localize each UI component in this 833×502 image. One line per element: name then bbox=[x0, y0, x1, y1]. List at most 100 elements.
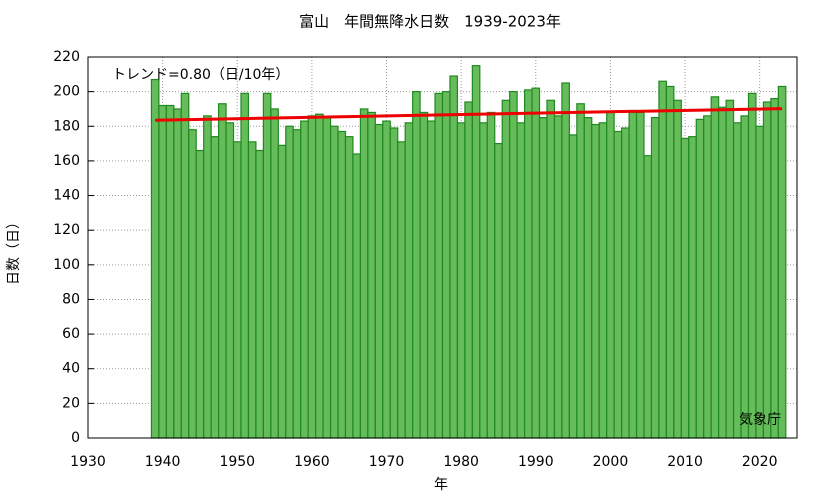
bar bbox=[628, 111, 638, 439]
bar bbox=[337, 130, 347, 439]
y-tick-label: 140 bbox=[53, 188, 80, 204]
chart-title: 富山 年間無降水日数 1939-2023年 bbox=[299, 13, 561, 31]
bar bbox=[322, 117, 332, 439]
y-tick-label: 40 bbox=[62, 361, 80, 377]
bar bbox=[247, 141, 257, 439]
bar bbox=[516, 122, 526, 439]
x-tick-label: 1970 bbox=[369, 454, 405, 470]
bar bbox=[262, 92, 272, 439]
y-tick-label: 160 bbox=[53, 153, 80, 169]
x-tick-label: 2000 bbox=[593, 454, 629, 470]
bar bbox=[695, 118, 705, 439]
bar bbox=[277, 144, 287, 439]
credit: 気象庁 bbox=[739, 412, 781, 428]
x-tick-label: 1980 bbox=[443, 454, 479, 470]
bar bbox=[770, 97, 779, 439]
bar bbox=[270, 108, 279, 439]
bar bbox=[703, 115, 712, 439]
bar bbox=[621, 127, 630, 439]
bar bbox=[658, 80, 667, 439]
bar bbox=[755, 125, 765, 439]
y-tick-label: 20 bbox=[62, 395, 80, 411]
x-tick-label: 1990 bbox=[518, 454, 554, 470]
bar bbox=[456, 122, 466, 439]
y-tick-label: 60 bbox=[62, 326, 80, 342]
bar bbox=[329, 125, 339, 439]
bar bbox=[553, 115, 563, 439]
bar bbox=[762, 101, 772, 439]
bar bbox=[374, 123, 384, 439]
bar bbox=[509, 91, 518, 439]
bar bbox=[292, 129, 302, 439]
bar bbox=[359, 108, 369, 439]
bar bbox=[583, 117, 593, 439]
bar bbox=[441, 91, 451, 439]
bar bbox=[307, 115, 317, 439]
bar bbox=[344, 136, 354, 439]
bar bbox=[449, 75, 459, 439]
x-tick-label: 1940 bbox=[145, 454, 181, 470]
bar bbox=[195, 149, 205, 439]
bar bbox=[494, 142, 503, 439]
bar bbox=[747, 92, 757, 439]
bar bbox=[218, 103, 227, 439]
y-tick-label: 100 bbox=[53, 257, 80, 273]
bar bbox=[538, 117, 548, 439]
bar bbox=[718, 106, 727, 439]
x-axis-label: 年 bbox=[434, 477, 448, 493]
bar bbox=[173, 108, 182, 439]
bar bbox=[606, 111, 615, 439]
x-tick-label: 1950 bbox=[219, 454, 255, 470]
bar bbox=[710, 96, 720, 439]
y-tick-label: 120 bbox=[53, 222, 80, 238]
y-tick-label: 180 bbox=[53, 118, 80, 134]
y-tick-label: 220 bbox=[53, 49, 80, 65]
bar bbox=[523, 89, 533, 439]
bar bbox=[486, 111, 496, 439]
bar bbox=[255, 149, 264, 439]
bar bbox=[576, 103, 585, 439]
bar bbox=[643, 155, 653, 439]
trend-line bbox=[155, 107, 783, 122]
y-tick-label: 80 bbox=[62, 291, 80, 307]
bar bbox=[225, 122, 235, 439]
bar bbox=[613, 130, 623, 439]
bar bbox=[232, 141, 242, 439]
bar bbox=[315, 113, 324, 439]
bar bbox=[165, 104, 175, 439]
bar bbox=[464, 101, 473, 439]
bar bbox=[382, 120, 391, 439]
bar bbox=[203, 115, 212, 439]
bar bbox=[598, 122, 608, 439]
bar bbox=[352, 153, 362, 439]
bar bbox=[397, 141, 406, 439]
bar bbox=[150, 78, 160, 439]
bar bbox=[419, 111, 429, 439]
bar bbox=[650, 117, 660, 439]
bar bbox=[300, 120, 309, 439]
bar bbox=[389, 127, 399, 439]
bar bbox=[210, 136, 220, 439]
trend-annotation: トレンド=0.80（日/10年） bbox=[112, 67, 289, 83]
x-tick-label: 1930 bbox=[70, 454, 106, 470]
bar bbox=[412, 91, 421, 439]
bar bbox=[546, 99, 556, 439]
bar bbox=[180, 92, 190, 439]
bar bbox=[367, 111, 376, 439]
bar bbox=[732, 122, 742, 439]
bar bbox=[665, 85, 675, 439]
bar bbox=[285, 125, 294, 439]
bar bbox=[501, 99, 511, 439]
bar bbox=[725, 99, 735, 439]
bar bbox=[680, 137, 690, 439]
bar bbox=[561, 82, 570, 439]
x-tick-label: 2010 bbox=[667, 454, 703, 470]
x-tick-label: 1960 bbox=[294, 454, 330, 470]
bar bbox=[591, 123, 600, 439]
y-tick-label: 200 bbox=[53, 84, 80, 100]
y-axis-label: 日数（日） bbox=[6, 215, 22, 285]
bar bbox=[673, 99, 682, 439]
plot-frame bbox=[87, 56, 798, 439]
bar bbox=[531, 87, 541, 439]
